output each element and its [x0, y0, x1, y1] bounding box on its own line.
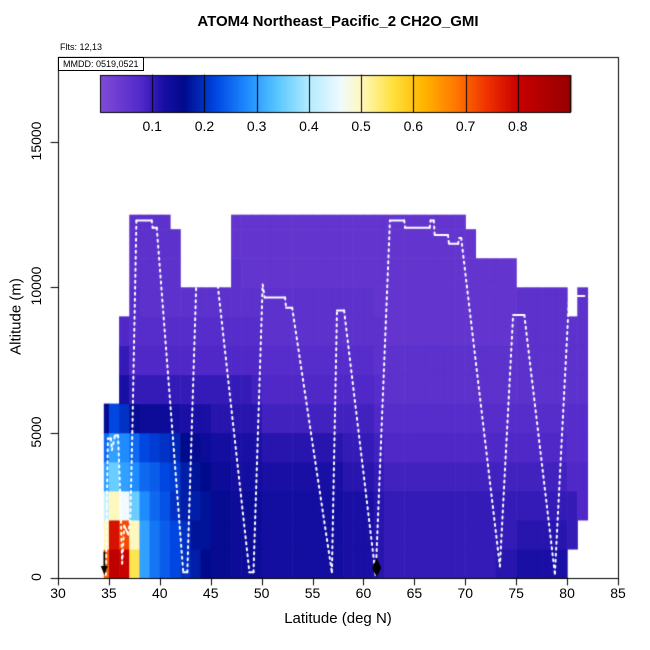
colorbar-tick-label: 0.5 [351, 118, 371, 134]
x-tick-label: 70 [457, 585, 474, 601]
x-tick-label: 55 [304, 585, 321, 601]
x-axis-title: Latitude (deg N) [284, 610, 392, 627]
colorbar-tick-label: 0.2 [194, 118, 215, 134]
colorbar-tick-label: 0.8 [508, 118, 528, 134]
colorbar-tick-label: 0.1 [142, 118, 162, 134]
colorbar-tick-label: 0.3 [246, 118, 267, 134]
colorbar-tick-label: 0.4 [299, 118, 319, 134]
x-tick-label: 65 [406, 585, 423, 601]
mmdd-legend-box: MMDD: 0519,0521 [58, 57, 144, 71]
y-axis-title: Altitude (m) [7, 278, 25, 355]
y-tick-label: 15000 [28, 121, 44, 161]
x-tick-label: 35 [101, 585, 117, 601]
y-tick-label: 5000 [28, 416, 44, 448]
y-tick-label: 0 [28, 573, 44, 581]
x-tick-label: 30 [50, 585, 66, 601]
colorbar-tick-label: 0.7 [455, 118, 476, 134]
x-tick-label: 45 [202, 585, 219, 601]
x-tick-label: 85 [610, 585, 626, 601]
colorbar-tick-label: 0.6 [403, 118, 424, 134]
flights-label: Flts: 12,13 [60, 42, 103, 52]
x-tick-label: 60 [355, 585, 372, 601]
y-tick-label: 10000 [28, 266, 44, 306]
x-tick-label: 80 [559, 585, 575, 601]
x-tick-label: 50 [253, 585, 270, 601]
x-tick-label: 40 [152, 585, 168, 601]
plot-title: ATOM4 Northeast_Pacific_2 CH2O_GMI [197, 13, 479, 30]
x-tick-label: 75 [508, 585, 524, 601]
